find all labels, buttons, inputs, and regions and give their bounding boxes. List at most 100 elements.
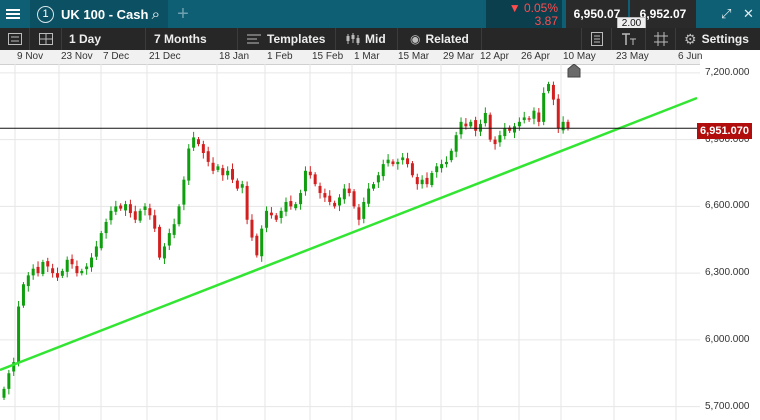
candle-up xyxy=(342,188,346,200)
candle-up xyxy=(265,210,269,228)
candle-up xyxy=(386,159,390,164)
candle-down xyxy=(352,191,356,207)
notes-button[interactable] xyxy=(582,28,612,50)
candle-up xyxy=(31,268,35,276)
candle-down xyxy=(269,212,273,216)
chart-grid xyxy=(0,64,700,420)
instrument-tab[interactable]: 1 UK 100 - Cash ⌕ xyxy=(30,0,168,28)
interval-label: 1 Day xyxy=(69,32,102,46)
candle-up xyxy=(26,275,30,287)
candle-up xyxy=(435,166,439,173)
date-tick-label: 10 May xyxy=(563,51,596,62)
candle-up xyxy=(60,270,64,276)
date-tick-label: 26 Apr xyxy=(521,51,550,62)
candle-down xyxy=(474,120,478,131)
candle-down xyxy=(51,268,55,274)
event-marker[interactable] xyxy=(566,63,582,78)
candle-down xyxy=(250,219,254,238)
date-tick-label: 15 Mar xyxy=(398,51,430,62)
date-tick-label: 15 Feb xyxy=(312,51,344,62)
text-tool-button[interactable] xyxy=(612,28,646,50)
candle-up xyxy=(503,128,507,137)
candle-up xyxy=(80,270,84,274)
layout-button[interactable] xyxy=(30,28,62,50)
related-label: Related xyxy=(425,32,469,46)
date-tick-label: 18 Jan xyxy=(219,51,250,62)
panel-list-button[interactable] xyxy=(0,28,30,50)
candle-down xyxy=(410,163,414,176)
candle-down xyxy=(508,127,512,131)
candle-up xyxy=(367,188,371,204)
text-tool-icon xyxy=(621,32,636,45)
home-marker-icon xyxy=(567,63,581,78)
eye-icon: ◉ xyxy=(410,32,421,46)
candle-down xyxy=(235,180,239,189)
trend-line xyxy=(0,96,698,372)
date-tick-label: 9 Nov xyxy=(17,51,44,62)
candle-up xyxy=(430,173,434,186)
hamburger-menu-button[interactable] xyxy=(0,0,26,28)
date-tick-label: 23 Nov xyxy=(61,51,93,62)
candle-down xyxy=(347,188,351,194)
expand-icon[interactable]: ⤢ xyxy=(721,6,732,21)
chart-toolbar: 1 Day 7 Months Templates Mid ◉ Related ⚙… xyxy=(0,28,760,50)
sell-price-button[interactable]: 6,950.07 xyxy=(566,0,628,28)
change-percent: ▼ 0.05% xyxy=(508,1,558,15)
candle-down xyxy=(289,201,293,207)
candle-up xyxy=(420,179,424,185)
close-icon[interactable]: ✕ xyxy=(743,6,754,21)
change-points: 3.87 xyxy=(534,14,558,28)
price-chart[interactable] xyxy=(0,64,760,420)
instrument-name: UK 100 - Cash xyxy=(61,6,149,22)
crosshair-button[interactable] xyxy=(646,28,676,50)
candle-up xyxy=(561,121,565,131)
price-tick-label: 6,000.000 xyxy=(705,333,750,345)
candle-down xyxy=(46,261,50,267)
candle-down xyxy=(196,139,200,145)
date-tick-label: 21 Dec xyxy=(149,51,181,62)
candle-up xyxy=(41,262,45,275)
candle-down xyxy=(308,171,312,176)
toolbar-spacer xyxy=(482,28,582,50)
candle-down xyxy=(133,211,137,220)
candle-down xyxy=(425,177,429,185)
candle-up xyxy=(94,246,98,257)
candle-up xyxy=(337,197,341,206)
price-change-box: ▼ 0.05% 3.87 xyxy=(486,0,562,28)
candle-up xyxy=(109,210,113,221)
candle-up xyxy=(177,206,181,225)
candle-up xyxy=(124,204,128,211)
settings-label: Settings xyxy=(701,32,749,46)
candle-down xyxy=(274,215,278,220)
search-icon[interactable]: ⌕ xyxy=(151,5,160,23)
price-tick-label: 6,900.000 xyxy=(705,133,750,145)
candle-down xyxy=(415,177,419,185)
candle-up xyxy=(138,210,142,221)
price-axis: 7,200.000 6,900.000 6,600.000 6,300.000 6,00… xyxy=(700,64,760,420)
candle-down xyxy=(158,226,162,258)
interval-selector[interactable]: 1 Day xyxy=(62,28,146,50)
candle-down xyxy=(464,123,468,127)
candle-up xyxy=(532,110,536,119)
candle-up xyxy=(104,221,108,234)
templates-label: Templates xyxy=(267,32,326,46)
candle-up xyxy=(547,84,551,92)
candle-up xyxy=(216,166,220,170)
candle-up xyxy=(517,121,521,127)
candle-up xyxy=(2,388,6,398)
candle-down xyxy=(153,215,157,229)
candle-up xyxy=(182,179,186,205)
candle-up xyxy=(143,206,147,210)
candle-up xyxy=(7,373,11,389)
add-tab-button[interactable]: + xyxy=(177,3,189,25)
grid-icon xyxy=(653,32,668,46)
related-button[interactable]: ◉ Related xyxy=(398,28,482,50)
candle-up xyxy=(401,157,405,161)
candle-down xyxy=(333,202,337,207)
templates-button[interactable]: Templates xyxy=(238,28,336,50)
current-price-label: 6,951.070 xyxy=(697,123,752,139)
date-tick-label: 12 Apr xyxy=(480,51,509,62)
range-selector[interactable]: 7 Months xyxy=(146,28,238,50)
price-type-button[interactable]: Mid xyxy=(336,28,398,50)
settings-button[interactable]: ⚙ Settings xyxy=(676,28,760,50)
